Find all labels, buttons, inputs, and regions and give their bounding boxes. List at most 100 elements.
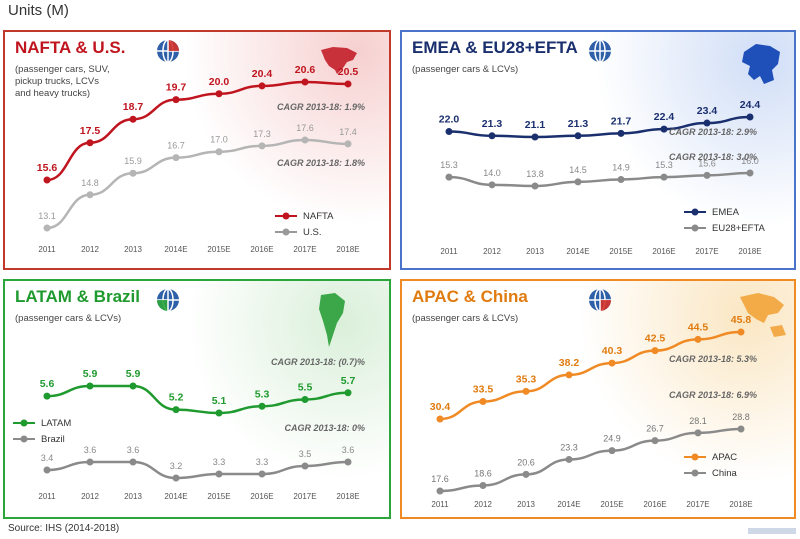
data-point [608,359,616,367]
data-point [344,458,352,466]
page-title: Units (M) [8,2,69,19]
latam-panel: 2011 2012 2013 2014E 2015E 2016E 2017E 2018E 5.6… [3,279,391,519]
data-label: 42.5 [645,333,666,345]
data-label: 15.3 [655,160,673,170]
data-point [43,176,51,184]
source-note: Source: IHS (2014-2018) [8,523,120,534]
data-label: 33.5 [473,383,494,395]
cagr-annotation: CAGR 2013-18: 5.3% [669,354,757,364]
data-label: 13.1 [38,211,56,221]
x-tick-label: 2013 [517,500,535,509]
apac-chart: 2011 2012 2013 2014E 2015E 2016E 2017E 2018E 30.… [430,314,757,509]
data-label: 20.6 [517,457,535,467]
series-line-china [439,427,742,493]
data-point [737,425,745,433]
legend-marker-icon [275,227,297,237]
legend-label: China [712,467,737,479]
data-label: 14.5 [569,165,587,175]
data-point [215,90,223,98]
data-point [703,171,711,179]
data-point [301,78,309,86]
globe-icon [589,39,611,63]
data-point [86,382,94,390]
data-point [574,178,582,186]
data-label: 20.0 [209,76,230,88]
data-label: 14.0 [483,168,501,178]
data-point [574,132,582,140]
data-point [746,169,754,177]
data-label: 21.3 [568,118,589,130]
nafta-chart: 2011 2012 2013 2014E 2015E 2016E 2017E 2018E 15.… [37,64,365,254]
x-tick-label: 2016E [652,247,675,256]
x-tick-label: 2014E [164,245,187,254]
x-tick-label: 2013 [526,247,544,256]
data-label: 21.1 [525,119,546,131]
data-label: 28.8 [732,412,750,422]
data-label: 5.5 [298,382,313,394]
panel-title: EMEA & EU28+EFTA [412,38,578,57]
data-label: 14.9 [612,163,630,173]
panel-subtitle: (passenger cars & LCVs) [412,313,519,324]
legend-label: APAC [712,451,738,463]
data-label: 3.6 [84,445,97,455]
data-point [301,462,309,470]
cagr-annotation: CAGR 2013-18: (0.7)% [271,357,365,367]
data-point [43,466,51,474]
panel-subtitle: (passenger cars, SUV, pickup trucks, LCV… [15,64,110,99]
x-tick-label: 2016E [250,245,273,254]
data-label: 20.6 [295,64,316,76]
data-label: 17.3 [253,129,271,139]
data-label: 3.3 [256,457,269,467]
x-tick-label: 2011 [38,492,56,501]
data-label: 21.3 [482,118,503,130]
data-point [215,148,223,156]
series-line-emea [448,115,751,139]
x-tick-label: 2011 [440,247,458,256]
south-america-map-icon [319,293,345,347]
x-tick-label: 2013 [124,492,142,501]
x-tick-label: 2015E [207,492,230,501]
legend: NAFTA U.S. [275,208,333,240]
data-point [301,136,309,144]
legend: APAC China [684,449,737,481]
data-label: 14.8 [81,178,99,188]
emea-panel: 2011 2012 2013 2014E 2015E 2016E 2017E 2018E 22.… [400,30,796,270]
x-tick-label: 2015E [600,500,623,509]
data-point [172,406,180,414]
x-tick-label: 2018E [738,247,761,256]
data-point [531,182,539,190]
data-point [617,129,625,137]
data-point [43,392,51,400]
data-point [129,115,137,123]
data-label: 23.3 [560,442,578,452]
data-point [694,429,702,437]
data-point [694,335,702,343]
data-point [258,402,266,410]
data-point [651,437,659,445]
x-tick-label: 2018E [729,500,752,509]
data-point [445,128,453,136]
data-point [43,224,51,232]
data-label: 16.7 [167,141,185,151]
data-label: 15.3 [440,160,458,170]
x-tick-label: 2012 [483,247,501,256]
legend-item: LATAM [13,415,71,431]
data-label: 19.7 [166,82,187,94]
data-label: 18.6 [474,468,492,478]
data-label: 13.8 [526,169,544,179]
data-label: 24.4 [740,99,761,111]
legend-item: Brazil [13,431,71,447]
data-label: 15.6 [37,162,58,174]
legend-item: U.S. [275,224,333,240]
data-point [436,415,444,423]
series-line-eu28-efta [448,171,751,188]
data-point [703,119,711,127]
data-point [608,447,616,455]
panel-title: NAFTA & U.S. [15,38,126,57]
data-label: 3.2 [170,461,183,471]
data-label: 3.4 [41,453,54,463]
data-point [746,113,754,121]
legend-item: EU28+EFTA [684,220,765,236]
data-point [215,470,223,478]
data-label: 20.5 [338,66,359,78]
